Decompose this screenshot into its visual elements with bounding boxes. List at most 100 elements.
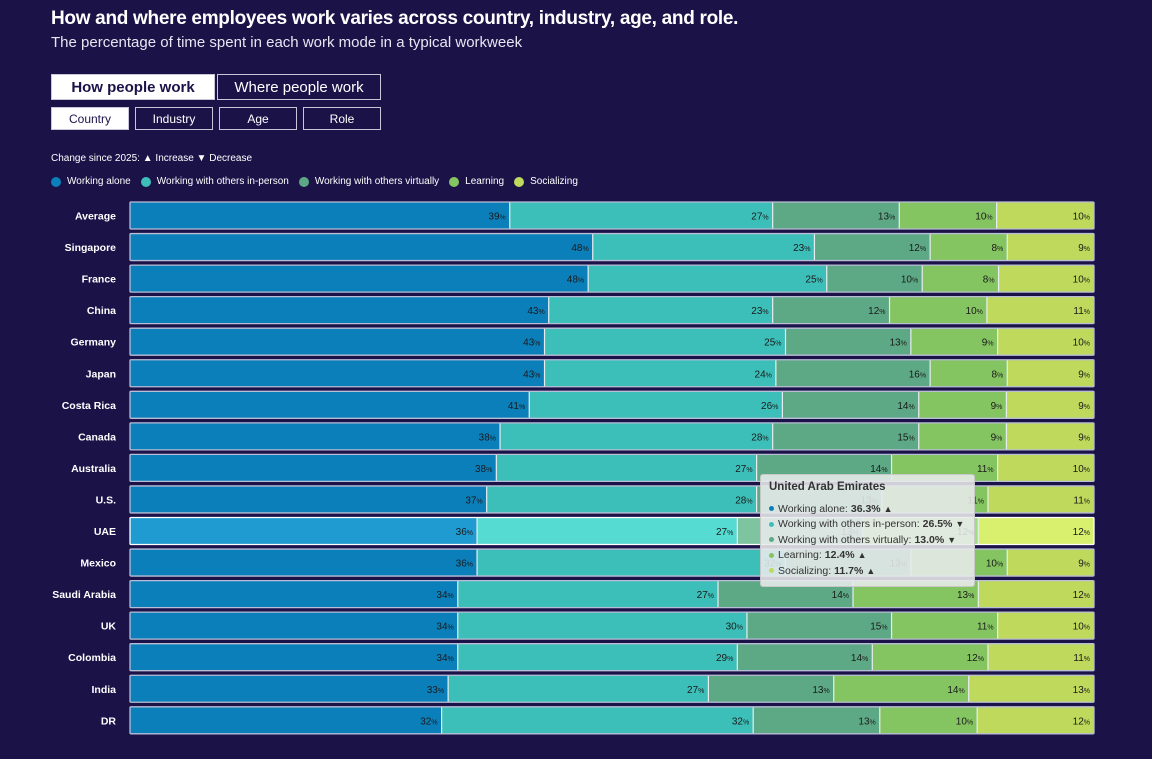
bar-segment-working-with-others-in-person[interactable] <box>457 580 719 608</box>
legend-label: Working with others in-person <box>156 176 289 187</box>
bar-row-dr[interactable]: DR 32% 32% 13% 10% 12% <box>101 706 1095 735</box>
tab-where-people-work[interactable]: Where people work <box>217 74 381 100</box>
bar-segment-working-with-others-in-person[interactable] <box>457 643 738 671</box>
bar-row-uk[interactable]: UK 34% 30% 15% 11% 10% <box>101 611 1095 640</box>
bar-segment-working-alone[interactable] <box>130 454 497 482</box>
bar-segment-socializing[interactable] <box>1006 391 1094 419</box>
bar-segment-working-alone[interactable] <box>130 391 530 419</box>
bar-segment-working-with-others-in-person[interactable] <box>441 706 754 734</box>
bar-segment-working-with-others-virtually[interactable] <box>826 265 923 293</box>
bar-segment-learning[interactable] <box>889 296 987 324</box>
bar-segment-learning[interactable] <box>930 233 1008 261</box>
bar-segment-working-with-others-in-person[interactable] <box>500 422 773 450</box>
bar-segment-socializing[interactable] <box>998 265 1094 293</box>
bar-row-singapore[interactable]: Singapore 48% 23% 12% 8% 9% <box>65 232 1095 262</box>
bar-segment-learning[interactable] <box>899 202 997 229</box>
bar-segment-working-with-others-in-person[interactable] <box>529 391 783 419</box>
bar-segment-working-alone[interactable] <box>130 328 545 356</box>
bar-segment-working-alone[interactable] <box>130 675 449 703</box>
tab-how-people-work[interactable]: How people work <box>51 74 215 100</box>
bar-segment-socializing[interactable] <box>987 643 1094 671</box>
bar-segment-working-with-others-in-person[interactable] <box>544 359 776 387</box>
bar-segment-working-with-others-virtually[interactable] <box>737 643 873 671</box>
bar-segment-socializing[interactable] <box>997 454 1094 482</box>
bar-segment-socializing[interactable] <box>1007 549 1094 577</box>
bar-row-japan[interactable]: Japan 43% 24% 16% 8% 9% <box>86 359 1095 388</box>
bar-segment-learning[interactable] <box>930 359 1008 387</box>
bar-segment-socializing[interactable] <box>997 328 1094 356</box>
bar-segment-working-with-others-in-person[interactable] <box>509 202 773 229</box>
bar-segment-working-with-others-virtually[interactable] <box>746 612 892 640</box>
bar-segment-socializing[interactable] <box>987 485 1094 513</box>
bar-segment-working-with-others-virtually[interactable] <box>772 296 890 324</box>
bar-segment-working-with-others-in-person[interactable] <box>548 296 773 324</box>
bar-row-average[interactable]: Average 39% 27% 13% 10% 10% <box>75 201 1095 230</box>
bar-row-germany[interactable]: Germany 43% 25% 13% 9% 10% <box>70 327 1095 356</box>
bar-segment-working-with-others-in-person[interactable] <box>588 265 827 293</box>
category-label: Germany <box>70 337 116 349</box>
bar-segment-socializing[interactable] <box>996 202 1094 229</box>
bar-segment-working-with-others-in-person[interactable] <box>457 612 747 640</box>
bar-segment-working-alone[interactable] <box>130 359 545 387</box>
data-label: 10% <box>1073 464 1090 475</box>
bar-segment-working-alone[interactable] <box>130 706 442 734</box>
bar-segment-working-with-others-in-person[interactable] <box>477 517 738 545</box>
data-label: 11% <box>1073 306 1090 317</box>
bar-segment-learning[interactable] <box>872 643 988 671</box>
bar-segment-working-with-others-in-person[interactable] <box>544 328 786 356</box>
bar-row-france[interactable]: France 48% 25% 10% 8% 10% <box>82 264 1095 293</box>
subtab-role[interactable]: Role <box>303 107 381 130</box>
bar-segment-working-with-others-virtually[interactable] <box>785 328 911 356</box>
bar-segment-working-with-others-virtually[interactable] <box>772 422 919 450</box>
bar-segment-learning[interactable] <box>910 328 998 356</box>
bar-segment-learning[interactable] <box>922 265 999 293</box>
bar-segment-socializing[interactable] <box>1007 233 1094 261</box>
bar-segment-working-with-others-in-person[interactable] <box>496 454 757 482</box>
bar-row-canada[interactable]: Canada 38% 28% 15% 9% 9% <box>78 422 1095 451</box>
bar-row-india[interactable]: India 33% 27% 13% 14% 13% <box>91 674 1095 703</box>
bar-segment-working-alone[interactable] <box>130 296 549 324</box>
bar-segment-working-with-others-in-person[interactable] <box>486 485 757 513</box>
bar-segment-learning[interactable] <box>833 675 969 703</box>
bar-segment-working-with-others-virtually[interactable] <box>775 359 931 387</box>
bar-segment-working-with-others-virtually[interactable] <box>782 391 919 419</box>
bar-row-saudi-arabia[interactable]: Saudi Arabia 34% 27% 14% 13% 12% <box>52 579 1095 609</box>
bar-segment-working-alone[interactable] <box>130 517 478 545</box>
bar-segment-socializing[interactable] <box>977 706 1094 734</box>
bar-segment-learning[interactable] <box>918 422 1007 450</box>
bar-segment-working-alone[interactable] <box>130 265 589 293</box>
bar-segment-working-with-others-in-person[interactable] <box>448 675 709 703</box>
subtab-country[interactable]: Country <box>51 107 129 130</box>
bar-row-colombia[interactable]: Colombia 34% 29% 14% 12% 11% <box>68 643 1095 672</box>
legend-item-socializing: Socializing <box>514 176 578 187</box>
bar-segment-working-with-others-virtually[interactable] <box>753 706 880 734</box>
bar-segment-socializing[interactable] <box>978 580 1094 608</box>
bar-row-china[interactable]: China 43% 23% 12% 10% 11% <box>87 295 1095 325</box>
bar-segment-learning[interactable] <box>891 612 998 640</box>
bar-segment-working-with-others-virtually[interactable] <box>814 233 931 261</box>
bar-segment-working-with-others-in-person[interactable] <box>477 549 786 577</box>
bar-segment-working-alone[interactable] <box>130 612 458 640</box>
bar-segment-working-alone[interactable] <box>130 643 458 671</box>
bar-segment-socializing[interactable] <box>968 675 1094 703</box>
bar-segment-working-alone[interactable] <box>130 202 510 229</box>
bar-segment-learning[interactable] <box>918 391 1007 419</box>
bar-segment-socializing[interactable] <box>986 296 1094 324</box>
bar-segment-socializing[interactable] <box>997 612 1094 640</box>
bar-segment-working-alone[interactable] <box>130 485 487 513</box>
bar-segment-working-alone[interactable] <box>130 233 593 261</box>
bar-segment-socializing[interactable] <box>978 517 1094 545</box>
bar-segment-working-alone[interactable] <box>130 422 501 450</box>
bar-segment-socializing[interactable] <box>1006 422 1094 450</box>
subtab-industry[interactable]: Industry <box>135 107 213 130</box>
bar-segment-working-with-others-in-person[interactable] <box>592 233 815 261</box>
bar-segment-working-alone[interactable] <box>130 549 478 577</box>
bar-segment-working-with-others-virtually[interactable] <box>708 675 834 703</box>
bar-row-costa-rica[interactable]: Costa Rica 41% 26% 14% 9% 9% <box>62 390 1095 419</box>
bar-segment-learning[interactable] <box>879 706 978 734</box>
page-title: How and where employees work varies acro… <box>51 8 739 29</box>
bar-segment-socializing[interactable] <box>1007 359 1094 387</box>
subtab-age[interactable]: Age <box>219 107 297 130</box>
bar-segment-working-alone[interactable] <box>130 580 458 608</box>
bar-segment-working-with-others-virtually[interactable] <box>772 202 900 229</box>
